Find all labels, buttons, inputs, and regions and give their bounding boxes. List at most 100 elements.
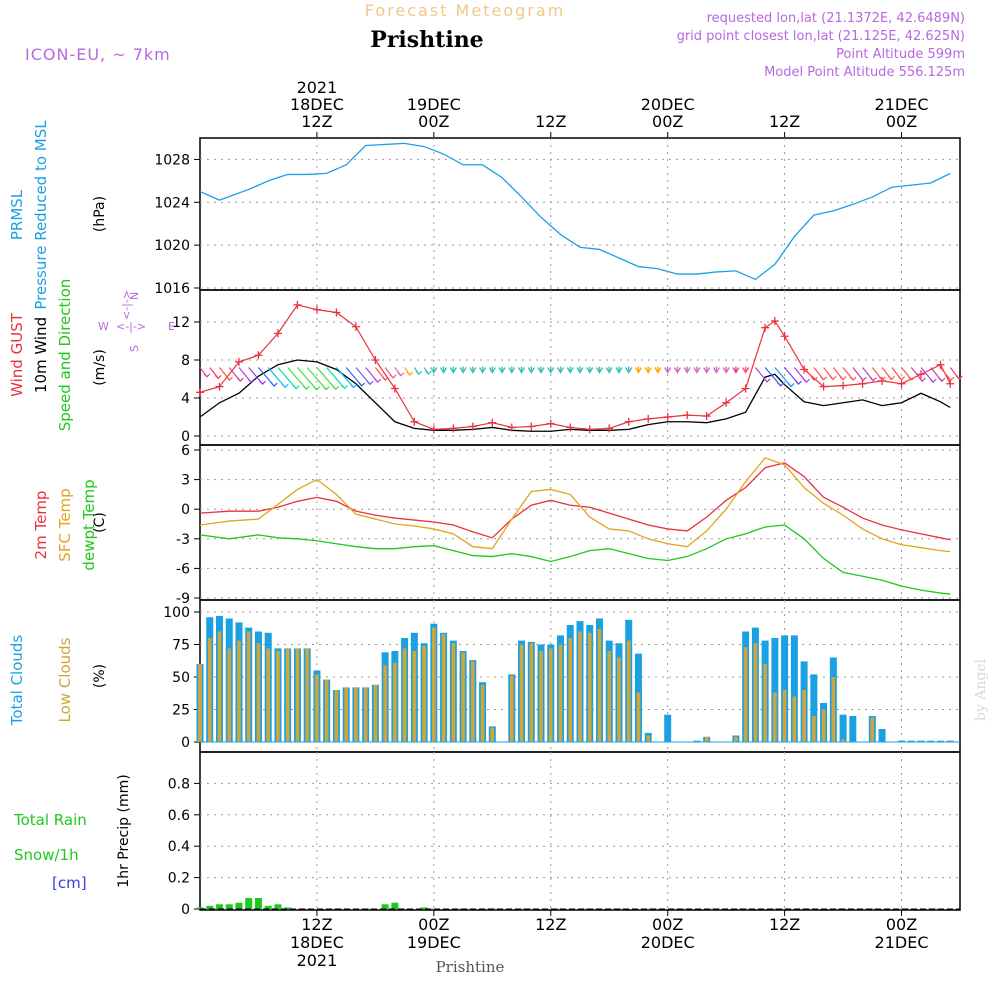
wind-arrow [449, 366, 457, 374]
cloud-total-bar [937, 740, 945, 742]
wind-compass: W <-|-> E N S <-|-> [98, 290, 175, 352]
y-tick-label: 1016 [154, 281, 190, 297]
cloud-low-bar [207, 638, 212, 742]
wind-gust-marker [527, 422, 536, 431]
bottom-time-label: 12Z [769, 915, 800, 934]
wind-arrow-head [389, 374, 397, 379]
wind-gust-marker [605, 424, 614, 433]
wind-arrow [625, 366, 633, 374]
cloud-low-bar [617, 657, 621, 742]
footer-location: Prishtine [436, 958, 505, 976]
cloud-low-bar [422, 645, 426, 742]
wind-gust-marker [196, 388, 204, 397]
y-tick-label: 1028 [154, 152, 190, 168]
temp-sfc-line [199, 457, 951, 553]
wind-arrow-head [281, 383, 289, 389]
wind-gust-marker [722, 398, 731, 407]
bottom-time-label: 20DEC [641, 933, 695, 952]
wind-arrow-head [820, 376, 828, 381]
cloud-low-bar [276, 651, 280, 742]
wind-arrow-head [226, 376, 233, 381]
temp-dewpoint-line [199, 524, 951, 595]
cloud-low-bar [792, 696, 797, 742]
wind-arrow [439, 366, 448, 374]
cloud-low-bar [354, 687, 358, 742]
top-time-label: 21DEC [875, 95, 929, 114]
bottom-time-label: 2021 [297, 951, 338, 970]
wind-gust-marker [780, 332, 789, 341]
wind-arrow [267, 367, 286, 388]
wind-gust-line [199, 304, 951, 430]
cloud-total-bar [849, 716, 857, 742]
wind-gust-marker [332, 308, 341, 317]
svg-text:S: S [128, 345, 141, 352]
wind-label: Speed and Direction [56, 279, 74, 432]
wind-gust-marker [234, 357, 243, 366]
temp-2m-line [199, 462, 951, 541]
cloud-low-bar [490, 727, 495, 742]
precip-rain-bar [274, 904, 282, 909]
wind-gust-marker [644, 414, 653, 423]
wind-arrow-head [350, 384, 358, 389]
wind-arrow-head [849, 376, 857, 381]
wind-gust-marker [410, 417, 419, 426]
panel-precip: 0 0.2 0.4 0.6 0.8 1hr Precip (mm) [116, 751, 961, 918]
wind-arrow-head [859, 376, 867, 382]
wind-gust-marker [254, 351, 263, 360]
wind-gust-marker [273, 329, 282, 338]
cloud-low-bar [373, 684, 378, 742]
credit-watermark: by Angel [973, 658, 989, 721]
y-axis-label: (m/s) [92, 349, 108, 386]
cloud-low-bar [285, 648, 290, 742]
precip-rain-bar [284, 907, 292, 909]
top-time-label: 12Z [301, 112, 332, 131]
bottom-time-label: 00Z [886, 915, 917, 934]
top-time-label: 12Z [769, 112, 800, 131]
cloud-low-bar [831, 677, 836, 742]
svg-text:E: E [168, 320, 175, 333]
wind-arrow-head [829, 375, 837, 381]
wind-gust-marker [663, 413, 672, 421]
cloud-total-bar [917, 740, 925, 742]
bottom-time-label: 00Z [652, 915, 683, 934]
wind-gust-marker [624, 417, 633, 426]
wind-arrow-head [908, 376, 915, 381]
wind-gust-marker [858, 379, 867, 388]
precip-label: Total Rain [13, 811, 87, 829]
header-model-altitude: Model Point Altitude 556.125m [764, 65, 965, 80]
pressure-line [199, 142, 951, 281]
cloud-low-bar [363, 687, 368, 742]
precip-rain-bar [235, 902, 243, 909]
wind-arrow [556, 366, 565, 374]
y-axis-label: (%) [92, 664, 108, 688]
cloud-total-bar [898, 740, 906, 742]
y-tick-label: 0 [181, 429, 190, 445]
cloud-low-bar [412, 651, 417, 742]
y-tick-label: 4 [181, 391, 190, 407]
cloud-low-bar [587, 632, 592, 742]
wind-arrow-head [777, 382, 785, 387]
wind-gust-marker [897, 379, 906, 388]
cloud-low-bar [743, 647, 748, 742]
y-tick-label: 8 [181, 353, 190, 369]
wind-arrow-head [763, 378, 771, 383]
wind-label: Wind GUST [8, 312, 26, 397]
wind-arrow [615, 366, 623, 374]
cloud-total-bar [927, 740, 935, 742]
y-tick-label: 0.8 [168, 776, 190, 792]
wind-arrow [742, 366, 750, 374]
y-tick-label: 12 [172, 315, 190, 331]
cloud-total-bar [878, 729, 886, 742]
wind-arrow-head [397, 372, 405, 377]
wind-arrow [527, 366, 535, 374]
top-time-label: 19DEC [407, 95, 461, 114]
cloud-total-bar [693, 740, 701, 742]
cloud-low-bar [198, 664, 202, 742]
cloud-low-bar [402, 648, 407, 742]
cloud-low-bar [578, 631, 582, 742]
cloud-total-bar [771, 638, 779, 742]
wind-arrow [478, 366, 487, 374]
wind-arrow [634, 366, 643, 374]
wind-arrow [703, 366, 711, 374]
